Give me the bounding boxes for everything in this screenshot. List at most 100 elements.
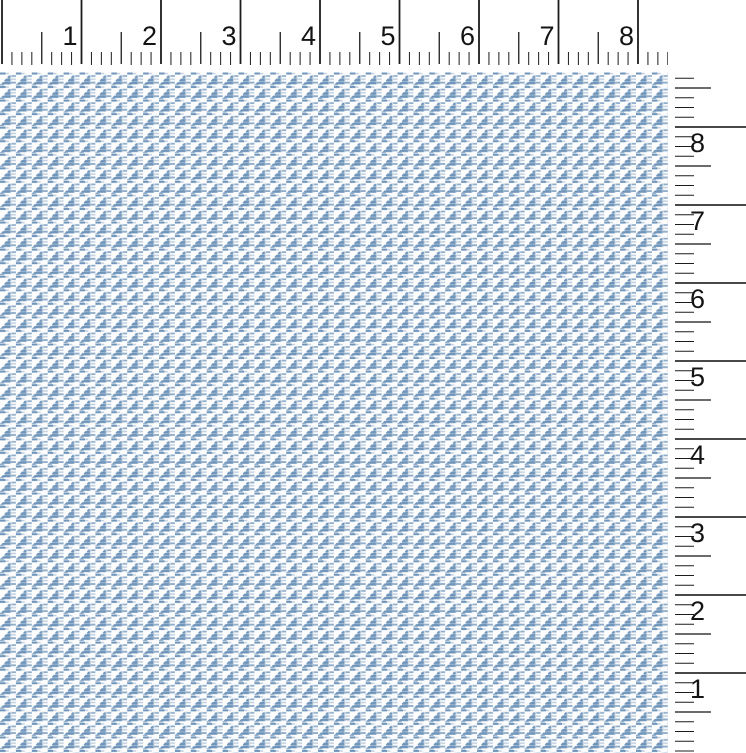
horizontal-ruler: 1 2 3 4 5 6 7 8 bbox=[0, 0, 668, 68]
half-inch-tick bbox=[597, 32, 599, 64]
eighth-inch-tick bbox=[675, 136, 694, 138]
eighth-inch-tick bbox=[587, 52, 589, 65]
eighth-inch-tick bbox=[577, 52, 579, 65]
eighth-inch-tick bbox=[675, 740, 694, 742]
eighth-inch-tick bbox=[675, 623, 694, 625]
eighth-inch-tick bbox=[657, 52, 659, 65]
vertical-ruler-ticks bbox=[675, 77, 746, 752]
half-inch-tick bbox=[200, 32, 202, 64]
eighth-inch-tick bbox=[675, 292, 694, 294]
top-ruler-number-1: 1 bbox=[62, 21, 78, 51]
right-ruler-number-3: 3 bbox=[690, 518, 706, 548]
eighth-inch-tick bbox=[90, 52, 92, 65]
eighth-inch-tick bbox=[498, 52, 500, 65]
inch-tick bbox=[80, 0, 83, 64]
inch-tick bbox=[675, 204, 746, 206]
right-ruler-number-2: 2 bbox=[690, 596, 706, 626]
eighth-inch-tick bbox=[21, 52, 23, 65]
eighth-inch-tick bbox=[408, 52, 410, 65]
eighth-inch-tick bbox=[675, 175, 694, 177]
eighth-inch-tick bbox=[607, 52, 609, 65]
houndstooth-pattern bbox=[0, 72, 668, 753]
eighth-inch-tick bbox=[675, 506, 694, 508]
half-inch-tick bbox=[518, 32, 520, 64]
eighth-inch-tick bbox=[675, 604, 694, 606]
eighth-inch-tick bbox=[675, 214, 694, 216]
top-ruler-number-4: 4 bbox=[300, 21, 316, 51]
eighth-inch-tick bbox=[675, 311, 694, 313]
inch-tick bbox=[675, 672, 746, 674]
eighth-inch-tick bbox=[538, 52, 540, 65]
eighth-inch-tick bbox=[428, 52, 430, 65]
top-ruler-number-2: 2 bbox=[141, 21, 157, 51]
eighth-inch-tick bbox=[675, 458, 694, 459]
eighth-inch-tick bbox=[675, 107, 694, 108]
eighth-inch-tick bbox=[675, 146, 694, 147]
eighth-inch-tick bbox=[675, 77, 694, 79]
right-ruler-number-7: 7 bbox=[690, 206, 706, 236]
half-inch-tick bbox=[675, 165, 711, 167]
eighth-inch-tick bbox=[675, 526, 694, 528]
eighth-inch-tick bbox=[617, 52, 619, 65]
eighth-inch-tick bbox=[675, 653, 694, 654]
eighth-inch-tick bbox=[675, 116, 694, 118]
eighth-inch-tick bbox=[418, 52, 420, 65]
eighth-inch-tick bbox=[110, 52, 112, 65]
eighth-inch-tick bbox=[567, 52, 569, 65]
eighth-inch-tick bbox=[675, 565, 694, 567]
eighth-inch-tick bbox=[548, 52, 550, 65]
eighth-inch-tick bbox=[249, 52, 251, 65]
half-inch-tick bbox=[438, 32, 440, 64]
eighth-inch-tick bbox=[468, 52, 470, 65]
eighth-inch-tick bbox=[269, 52, 271, 65]
eighth-inch-tick bbox=[51, 52, 53, 65]
half-inch-tick bbox=[675, 711, 711, 713]
half-inch-tick bbox=[359, 32, 361, 64]
inch-tick bbox=[319, 0, 321, 64]
inch-tick bbox=[1, 0, 3, 64]
inch-tick bbox=[675, 360, 746, 362]
eighth-inch-tick bbox=[667, 52, 668, 65]
half-inch-tick bbox=[675, 321, 711, 323]
eighth-inch-tick bbox=[675, 155, 694, 157]
eighth-inch-tick bbox=[675, 614, 694, 615]
eighth-inch-tick bbox=[309, 52, 311, 65]
inch-tick bbox=[478, 0, 480, 64]
eighth-inch-tick bbox=[61, 52, 63, 65]
inch-tick bbox=[675, 594, 746, 596]
eighth-inch-tick bbox=[675, 194, 694, 196]
half-inch-tick bbox=[279, 32, 281, 64]
eighth-inch-tick bbox=[528, 52, 530, 65]
eighth-inch-tick bbox=[675, 682, 694, 684]
half-inch-tick bbox=[120, 32, 122, 64]
inch-tick bbox=[398, 0, 401, 64]
eighth-inch-tick bbox=[675, 419, 694, 420]
half-inch-tick bbox=[675, 477, 711, 479]
right-ruler-number-5: 5 bbox=[690, 362, 706, 392]
eighth-inch-tick bbox=[675, 545, 694, 547]
vertical-ruler: 8 7 6 5 4 3 2 1 bbox=[675, 70, 746, 753]
eighth-inch-tick bbox=[675, 731, 694, 732]
eighth-inch-tick bbox=[675, 233, 694, 235]
eighth-inch-tick bbox=[675, 487, 694, 489]
top-ruler-number-7: 7 bbox=[539, 21, 555, 51]
eighth-inch-tick bbox=[675, 467, 694, 469]
inch-tick bbox=[675, 126, 746, 128]
eighth-inch-tick bbox=[488, 52, 490, 65]
eighth-inch-tick bbox=[675, 750, 694, 752]
eighth-inch-tick bbox=[31, 52, 33, 65]
eighth-inch-tick bbox=[675, 575, 694, 576]
eighth-inch-tick bbox=[220, 52, 222, 65]
eighth-inch-tick bbox=[508, 52, 510, 65]
eighth-inch-tick bbox=[100, 52, 102, 65]
top-ruler-number-6: 6 bbox=[459, 21, 475, 51]
top-ruler-number-5: 5 bbox=[380, 21, 396, 51]
eighth-inch-tick bbox=[379, 52, 381, 65]
eighth-inch-tick bbox=[675, 721, 694, 723]
eighth-inch-tick bbox=[259, 52, 261, 65]
eighth-inch-tick bbox=[339, 52, 341, 65]
eighth-inch-tick bbox=[675, 370, 694, 372]
eighth-inch-tick bbox=[130, 52, 132, 65]
half-inch-tick bbox=[675, 399, 711, 401]
